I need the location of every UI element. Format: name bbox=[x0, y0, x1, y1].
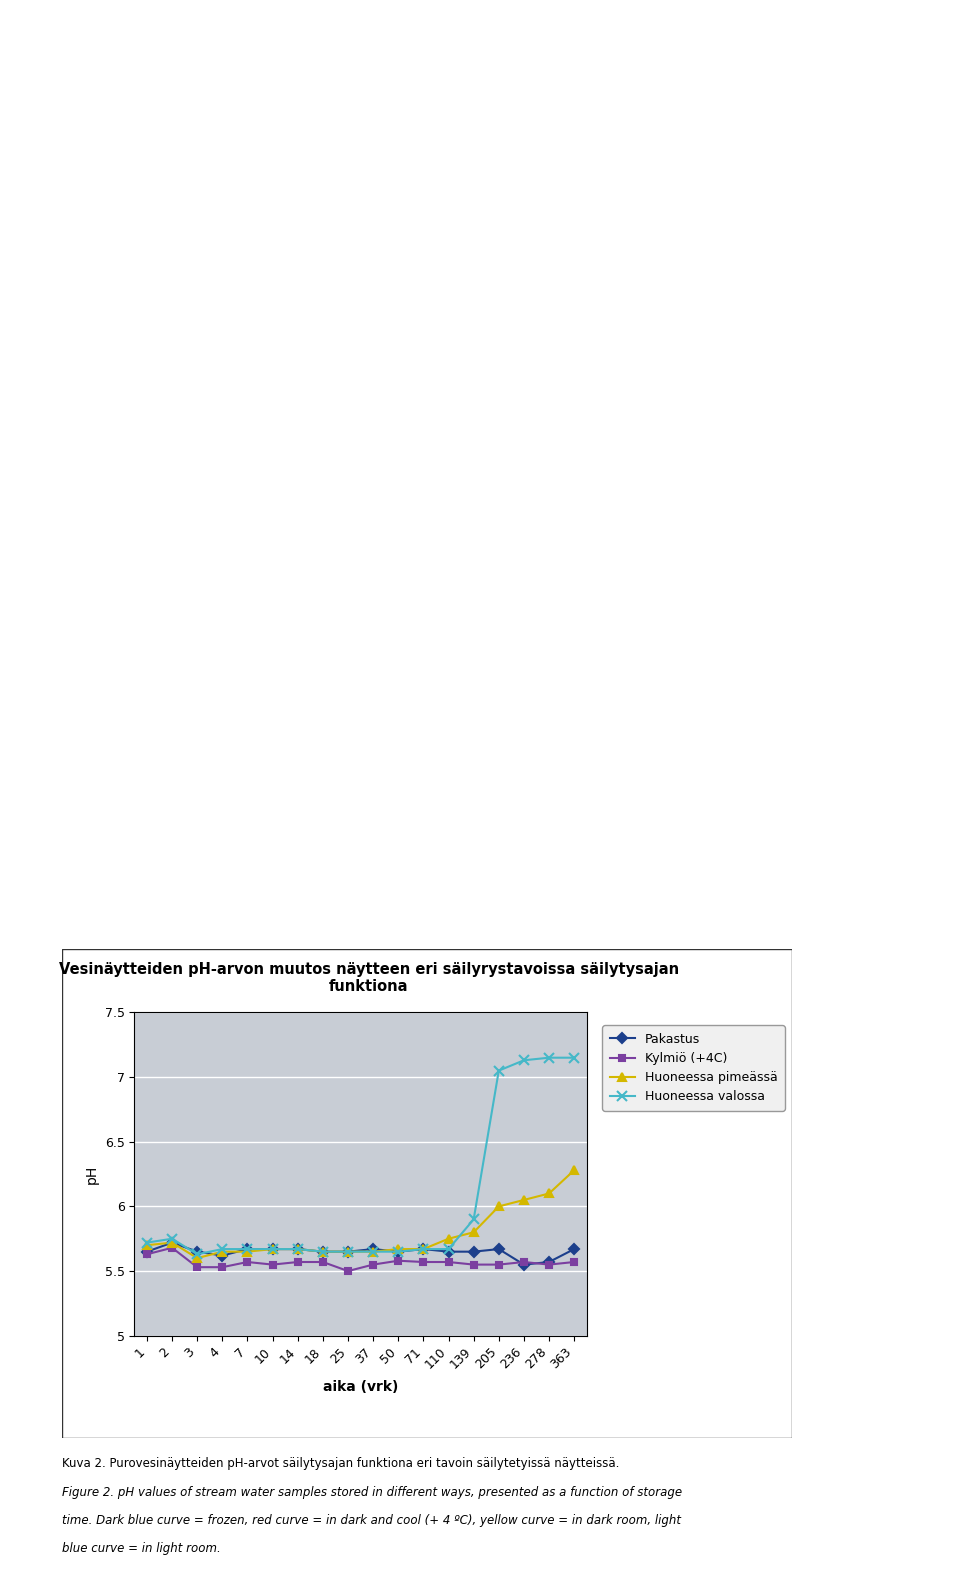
Pakastus bbox=[166, 1233, 178, 1252]
Pakastus bbox=[418, 1240, 429, 1258]
Pakastus bbox=[393, 1243, 404, 1262]
Text: Figure 2. pH values of stream water samples stored in different ways, presented : Figure 2. pH values of stream water samp… bbox=[62, 1486, 683, 1498]
Kylmiö (+4C) bbox=[166, 1238, 178, 1257]
Huoneessa pimeässä bbox=[468, 1222, 479, 1241]
Pakastus bbox=[443, 1243, 454, 1262]
Kylmiö (+4C) bbox=[242, 1252, 253, 1271]
Huoneessa pimeässä bbox=[518, 1191, 530, 1210]
Line: Huoneessa valossa: Huoneessa valossa bbox=[142, 1053, 579, 1258]
Pakastus bbox=[292, 1240, 303, 1258]
Huoneessa pimeässä bbox=[543, 1184, 555, 1203]
Huoneessa pimeässä bbox=[368, 1243, 379, 1262]
Huoneessa pimeässä bbox=[568, 1161, 580, 1180]
Kylmiö (+4C) bbox=[292, 1252, 303, 1271]
Kylmiö (+4C) bbox=[543, 1255, 555, 1274]
Kylmiö (+4C) bbox=[343, 1262, 354, 1281]
Kylmiö (+4C) bbox=[568, 1252, 580, 1271]
Text: Kuva 2. Purovesinäytteiden pH-arvot säilytysajan funktiona eri tavoin säilytetyi: Kuva 2. Purovesinäytteiden pH-arvot säil… bbox=[62, 1457, 620, 1470]
Line: Huoneessa pimeässä: Huoneessa pimeässä bbox=[143, 1165, 578, 1262]
Huoneessa pimeässä bbox=[393, 1240, 404, 1258]
Huoneessa valossa bbox=[343, 1243, 354, 1262]
Text: time. Dark blue curve = frozen, red curve = in dark and cool (+ 4 ºC), yellow cu: time. Dark blue curve = frozen, red curv… bbox=[62, 1514, 682, 1527]
Huoneessa valossa bbox=[443, 1240, 454, 1258]
Huoneessa pimeässä bbox=[418, 1240, 429, 1258]
Huoneessa valossa bbox=[292, 1240, 303, 1258]
Kylmiö (+4C) bbox=[141, 1244, 153, 1263]
Huoneessa valossa bbox=[141, 1233, 153, 1252]
Kylmiö (+4C) bbox=[443, 1252, 454, 1271]
Text: blue curve = in light room.: blue curve = in light room. bbox=[62, 1542, 221, 1555]
Huoneessa valossa bbox=[191, 1244, 203, 1263]
Kylmiö (+4C) bbox=[368, 1255, 379, 1274]
Legend: Pakastus, Kylmiö (+4C), Huoneessa pimeässä, Huoneessa valossa: Pakastus, Kylmiö (+4C), Huoneessa pimeäs… bbox=[602, 1025, 784, 1110]
Huoneessa pimeässä bbox=[292, 1240, 303, 1258]
Kylmiö (+4C) bbox=[493, 1255, 505, 1274]
Huoneessa valossa bbox=[418, 1240, 429, 1258]
Y-axis label: pH: pH bbox=[85, 1164, 99, 1184]
Huoneessa pimeässä bbox=[267, 1240, 278, 1258]
Kylmiö (+4C) bbox=[217, 1258, 228, 1277]
Huoneessa pimeässä bbox=[343, 1243, 354, 1262]
Kylmiö (+4C) bbox=[518, 1252, 530, 1271]
Kylmiö (+4C) bbox=[468, 1255, 479, 1274]
Huoneessa valossa bbox=[543, 1049, 555, 1068]
Huoneessa valossa bbox=[518, 1050, 530, 1069]
Huoneessa valossa bbox=[317, 1243, 328, 1262]
Text: Vesinäytteiden pH-arvon muutos näytteen eri säilyrystavoissa säilytysajan
funkti: Vesinäytteiden pH-arvon muutos näytteen … bbox=[59, 962, 679, 995]
Huoneessa valossa bbox=[393, 1243, 404, 1262]
Huoneessa valossa bbox=[568, 1049, 580, 1068]
Pakastus bbox=[141, 1243, 153, 1262]
Kylmiö (+4C) bbox=[393, 1251, 404, 1269]
Pakastus bbox=[343, 1243, 354, 1262]
Huoneessa valossa bbox=[493, 1061, 505, 1080]
Pakastus bbox=[242, 1240, 253, 1258]
Kylmiö (+4C) bbox=[317, 1252, 328, 1271]
Huoneessa valossa bbox=[242, 1240, 253, 1258]
Pakastus bbox=[267, 1240, 278, 1258]
Huoneessa pimeässä bbox=[317, 1243, 328, 1262]
Pakastus bbox=[493, 1240, 505, 1258]
Kylmiö (+4C) bbox=[267, 1255, 278, 1274]
Huoneessa pimeässä bbox=[141, 1236, 153, 1255]
Kylmiö (+4C) bbox=[418, 1252, 429, 1271]
Huoneessa valossa bbox=[267, 1240, 278, 1258]
Pakastus bbox=[568, 1240, 580, 1258]
Huoneessa pimeässä bbox=[242, 1243, 253, 1262]
Huoneessa pimeässä bbox=[217, 1243, 228, 1262]
Huoneessa valossa bbox=[368, 1243, 379, 1262]
Line: Kylmiö (+4C): Kylmiö (+4C) bbox=[143, 1244, 578, 1274]
Huoneessa pimeässä bbox=[493, 1197, 505, 1216]
Kylmiö (+4C) bbox=[191, 1258, 203, 1277]
Pakastus bbox=[543, 1252, 555, 1271]
Pakastus bbox=[518, 1255, 530, 1274]
Huoneessa valossa bbox=[468, 1210, 479, 1228]
X-axis label: aika (vrk): aika (vrk) bbox=[323, 1380, 398, 1394]
Pakastus bbox=[191, 1243, 203, 1262]
Line: Pakastus: Pakastus bbox=[143, 1240, 578, 1268]
Pakastus bbox=[368, 1240, 379, 1258]
Huoneessa valossa bbox=[166, 1228, 178, 1247]
Huoneessa pimeässä bbox=[191, 1249, 203, 1268]
Pakastus bbox=[317, 1243, 328, 1262]
Huoneessa pimeässä bbox=[443, 1228, 454, 1247]
Huoneessa valossa bbox=[217, 1240, 228, 1258]
Pakastus bbox=[468, 1243, 479, 1262]
Huoneessa pimeässä bbox=[166, 1233, 178, 1252]
Pakastus bbox=[217, 1246, 228, 1265]
